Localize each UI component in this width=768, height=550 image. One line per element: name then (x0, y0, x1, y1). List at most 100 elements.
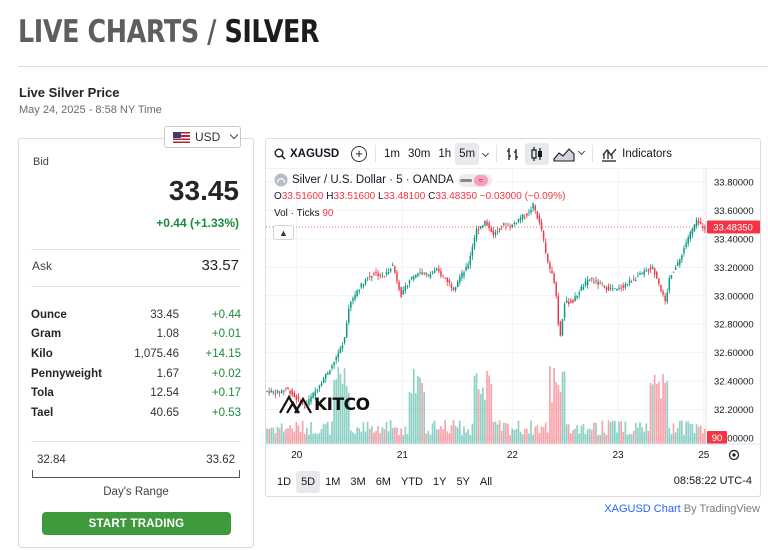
unit-value: 1.67 (156, 367, 179, 380)
candle-body (505, 226, 507, 228)
range-5d[interactable]: 5D (296, 471, 321, 493)
candle-body (689, 231, 692, 240)
candle-body (402, 290, 404, 295)
volume-bar (492, 421, 495, 444)
volume-bar (632, 430, 635, 444)
attribution-link: XAGUSD Chart (604, 503, 681, 515)
volume-bar (563, 371, 566, 444)
candle-body (381, 275, 384, 277)
range-3m[interactable]: 3M (350, 476, 366, 488)
candle-body (576, 295, 578, 298)
tradingview-attribution[interactable]: XAGUSD Chart By TradingView (604, 503, 760, 515)
volume-readout: Vol · Ticks 90 (274, 208, 333, 219)
candle-body (314, 390, 316, 397)
volume-bar (693, 433, 696, 444)
candle-body (278, 391, 281, 393)
candle-body (270, 390, 272, 393)
chart-clock[interactable]: 08:58:22 UTC-4 (673, 475, 752, 487)
interval-1h[interactable]: 1h (438, 147, 452, 160)
interval-5m[interactable]: 5m (455, 142, 480, 165)
candle-body (404, 285, 407, 291)
range-ytd[interactable]: YTD (400, 476, 423, 488)
us-flag-icon (173, 131, 190, 143)
settings-icon[interactable] (728, 449, 740, 461)
volume-bar (444, 420, 446, 444)
price-tick-label: 32.00000 (714, 434, 754, 445)
interval-30m[interactable]: 30m (407, 147, 431, 160)
candle-body (620, 287, 622, 289)
currency-select[interactable]: USD (164, 126, 241, 148)
indicators-icon (602, 148, 617, 162)
wave-icon: ≈ (473, 174, 488, 186)
interval-dropdown[interactable] (479, 143, 492, 165)
volume-bar (641, 427, 643, 444)
candle-body (559, 321, 562, 336)
volume-bar (618, 421, 620, 444)
candle-body (530, 210, 532, 213)
candle-body (318, 385, 321, 389)
volume-bar (324, 424, 327, 444)
candle-body (421, 272, 423, 275)
area-style-button[interactable] (549, 143, 588, 165)
candle-body (664, 295, 666, 302)
volume-bar (590, 429, 593, 444)
volume-bar (377, 425, 379, 444)
range-1d[interactable]: 1D (277, 476, 292, 488)
unit-change: +14.15 (205, 347, 242, 360)
volume-bar (645, 423, 648, 444)
candle-style-button[interactable] (525, 142, 550, 165)
volume-bar (293, 431, 296, 444)
price-chart[interactable]: 33.80000 33.60000 33.40000 33.20000 33.00000… (266, 168, 761, 468)
unit-name: Pennyweight (31, 367, 102, 380)
candle-body (544, 242, 547, 253)
indicators-button[interactable]: Indicators (597, 143, 676, 165)
volume-bar (601, 420, 604, 444)
volume-bar (530, 420, 532, 444)
candle-body (375, 271, 377, 274)
range-1y[interactable]: 1Y (432, 476, 447, 488)
candle-body (486, 221, 488, 226)
volume-bar (379, 433, 382, 444)
interval-1m[interactable]: 1m (384, 147, 400, 160)
candle-body (656, 271, 658, 279)
collapse-legend-button[interactable]: ▲ (273, 225, 294, 240)
candle-body (492, 230, 495, 236)
volume-bar (528, 433, 530, 444)
volume-bar (350, 430, 352, 444)
bar-style-button[interactable] (501, 143, 525, 165)
volume-bar (616, 432, 618, 444)
compare-button[interactable]: + (347, 143, 371, 165)
volume-bar (628, 433, 631, 444)
symbol-search[interactable]: XAGUSD (266, 148, 347, 160)
candle-body (362, 284, 365, 286)
volume-bar (308, 434, 310, 444)
candle-body (368, 275, 371, 277)
price-tick-label: 32.60000 (714, 348, 754, 359)
volume-bar (404, 426, 407, 444)
range-5y[interactable]: 5Y (456, 476, 470, 488)
legend-toggle[interactable]: ≈ (457, 173, 492, 187)
volume-bar (557, 385, 560, 444)
candle-body (394, 266, 396, 273)
candle-body (436, 268, 438, 271)
candle-body (463, 272, 465, 276)
volume-bar (486, 370, 488, 444)
volume-bar (458, 420, 461, 444)
volume-bar (567, 424, 570, 444)
volume-bar (368, 428, 371, 444)
candle-body (511, 224, 513, 228)
range-all[interactable]: All (479, 476, 493, 488)
volume-bar (603, 432, 606, 444)
volume-bar (329, 434, 331, 444)
volume-bar (370, 426, 373, 444)
volume-bar (490, 384, 493, 444)
candle-body (609, 287, 612, 289)
volume-bar (314, 432, 317, 444)
candle-body (697, 221, 700, 224)
candle-body (526, 213, 528, 216)
range-1m[interactable]: 1M (325, 476, 341, 488)
start-trading-button[interactable]: START TRADING (42, 512, 231, 535)
range-6m[interactable]: 6M (375, 476, 391, 488)
candle-body (364, 279, 367, 285)
candle-body (341, 345, 344, 349)
